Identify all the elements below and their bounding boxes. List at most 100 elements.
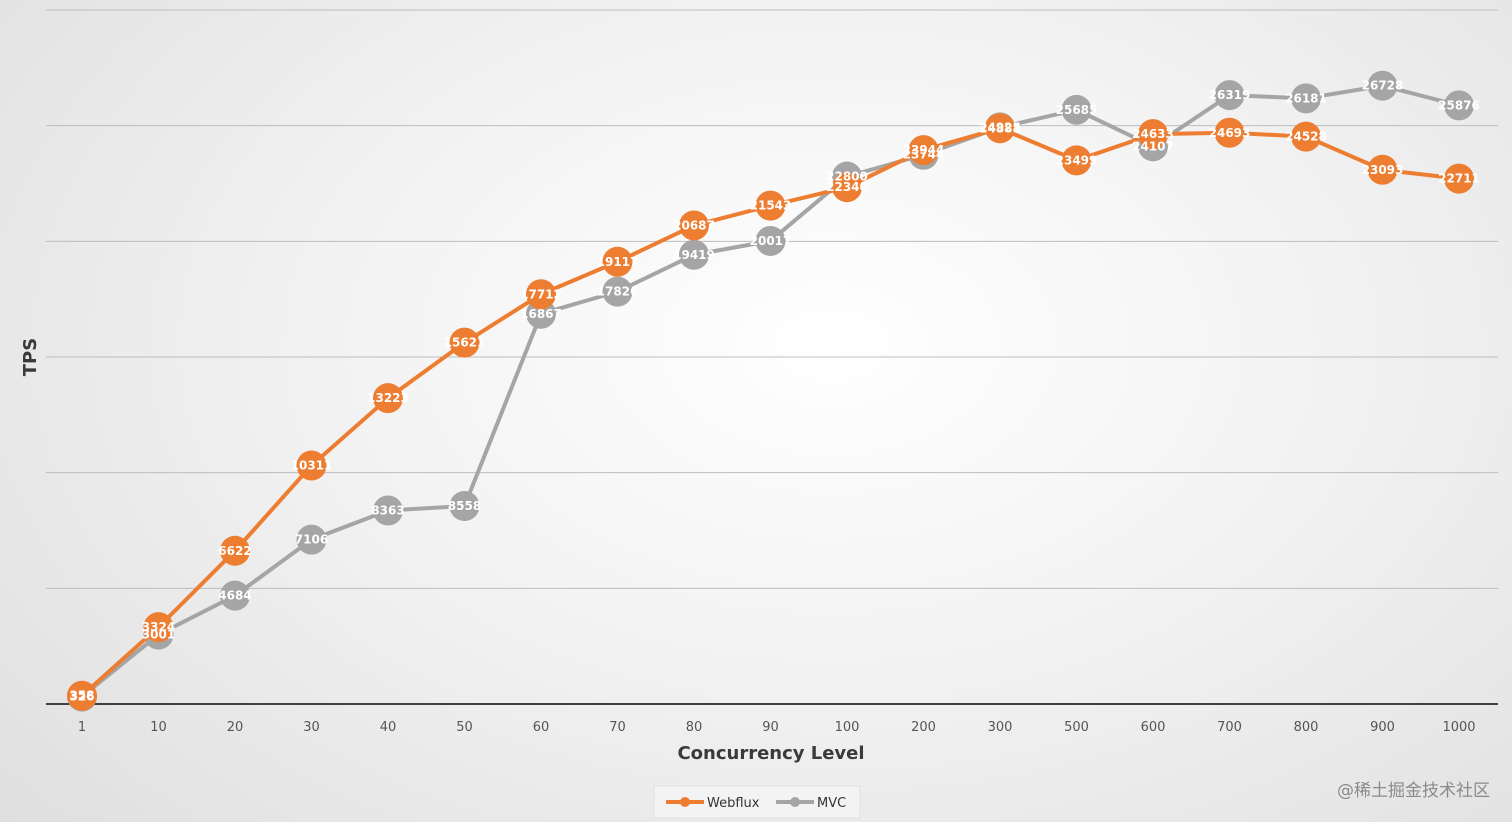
mvc-legend-label: MVC	[817, 796, 846, 811]
x-tick-label: 80	[686, 720, 703, 735]
series-layer	[67, 70, 1474, 712]
mvc-data-label: 3001	[142, 628, 175, 642]
webflux-data-label: 358	[69, 689, 94, 703]
mvc-series-line	[80, 83, 1460, 699]
x-tick-label: 600	[1141, 720, 1166, 735]
webflux-data-point	[449, 327, 480, 358]
mvc-data-label: 22800	[826, 170, 868, 184]
webflux-data-point	[1291, 121, 1321, 152]
webflux-data-label: 21543	[750, 199, 792, 213]
webflux-data-point	[143, 612, 174, 643]
mvc-data-label: 26728	[1362, 79, 1404, 93]
webflux-data-label: 22711	[1438, 172, 1480, 186]
webflux-data-label: 24888	[979, 121, 1021, 135]
x-tick-label: 1000	[1442, 720, 1475, 735]
webflux-legend-label: Webflux	[707, 796, 760, 811]
mvc-data-label: 4684	[218, 589, 251, 603]
mvc-data-label: 20017	[750, 234, 792, 248]
webflux-data-label: 13223	[367, 391, 409, 405]
mvc-data-point	[373, 495, 403, 526]
x-tick-label: 20	[227, 720, 244, 735]
x-tick-label: 40	[380, 720, 397, 735]
x-tick-label: 60	[533, 720, 550, 735]
x-tick-label: 50	[456, 720, 473, 735]
x-tick-label: 300	[988, 720, 1013, 735]
watermark: @稀土掘金技术社区	[1337, 781, 1490, 801]
x-tick-label: 30	[303, 720, 320, 735]
mvc-data-label: 26181	[1285, 91, 1327, 105]
mvc-data-label: 24107	[1132, 139, 1174, 153]
x-tick-label: 100	[835, 720, 860, 735]
x-tick-label: 800	[1294, 720, 1319, 735]
webflux-data-label: 15621	[444, 336, 486, 350]
webflux-data-label: 6622	[218, 544, 251, 558]
mvc-data-label: 17826	[597, 285, 639, 299]
mvc-data-point	[679, 239, 709, 270]
webflux-data-label: 10311	[291, 458, 333, 472]
mvc-data-label: 16867	[520, 307, 562, 321]
mvc-data-point	[755, 225, 786, 256]
gridlines	[46, 9, 1498, 705]
x-tick-label: 90	[762, 720, 779, 735]
mvc-data-point	[602, 276, 633, 307]
x-tick-label: 500	[1064, 720, 1089, 735]
webflux-data-point	[602, 246, 633, 277]
mvc-legend-marker	[790, 797, 800, 807]
webflux-data-label: 3324	[142, 620, 175, 634]
y-axis-title: TPS	[20, 338, 41, 376]
mvc-data-label: 7106	[295, 533, 328, 547]
webflux-data-point	[908, 135, 939, 166]
mvc-data-label: 25685	[1056, 103, 1098, 117]
mvc-data-label: 26319	[1209, 88, 1251, 102]
mvc-data-label: 24925	[979, 120, 1021, 134]
mvc-data-point	[220, 580, 250, 611]
webflux-data-label: 24633	[1132, 127, 1174, 141]
webflux-data-point	[985, 113, 1015, 144]
webflux-data-point	[1138, 119, 1168, 150]
webflux-data-point	[755, 190, 786, 221]
mvc-data-point	[1367, 70, 1398, 101]
x-tick-label: 200	[911, 720, 936, 735]
webflux-data-label: 20687	[673, 218, 715, 232]
mvc-data-label: 8558	[448, 499, 481, 513]
webflux-data-label: 17712	[520, 287, 562, 301]
webflux-data-label: 23093	[1362, 163, 1404, 177]
webflux-data-label: 23499	[1056, 153, 1098, 167]
mvc-data-point	[449, 491, 480, 522]
webflux-data-label: 24693	[1209, 126, 1251, 140]
webflux-data-point	[373, 383, 403, 414]
mvc-data-point	[1214, 80, 1245, 111]
webflux-data-label: 22340	[826, 180, 868, 194]
webflux-data-point	[1444, 163, 1474, 194]
webflux-data-point	[296, 450, 327, 481]
webflux-data-point	[67, 680, 97, 711]
x-tick-label: 10	[150, 720, 167, 735]
webflux-data-label: 19117	[597, 255, 639, 269]
webflux-data-point	[1214, 117, 1245, 148]
webflux-data-point	[526, 279, 556, 310]
mvc-data-point	[1444, 90, 1474, 121]
x-axis-title: Concurrency Level	[677, 743, 864, 764]
mvc-data-label: 326	[69, 689, 94, 703]
mvc-data-label: 19419	[673, 248, 715, 262]
webflux-data-label: 24528	[1285, 130, 1327, 144]
mvc-data-label: 8363	[371, 504, 404, 518]
x-axis-ticks: 1 10 20 30 40 50 60 70 80 90 100 200 300 500 600 700 800…	[78, 720, 1476, 735]
x-tick-label: 900	[1370, 720, 1395, 735]
mvc-data-point	[1061, 94, 1092, 125]
webflux-data-label: 23944	[903, 143, 945, 157]
mvc-data-point	[1291, 83, 1321, 114]
webflux-data-point	[1367, 154, 1398, 185]
x-tick-label: 700	[1217, 720, 1242, 735]
x-tick-label: 70	[609, 720, 626, 735]
x-tick-label: 1	[78, 720, 86, 735]
webflux-data-point	[220, 535, 250, 566]
mvc-data-label: 25876	[1438, 98, 1480, 112]
webflux-data-point	[679, 210, 709, 241]
data-labels: 326 3001 4684 7106 8363 8558 16867 17826 19419 20…	[69, 79, 1479, 704]
mvc-data-label: 23744	[903, 148, 945, 162]
legend-box	[653, 785, 861, 819]
webflux-legend-marker	[680, 797, 690, 807]
webflux-data-point	[1061, 145, 1092, 176]
